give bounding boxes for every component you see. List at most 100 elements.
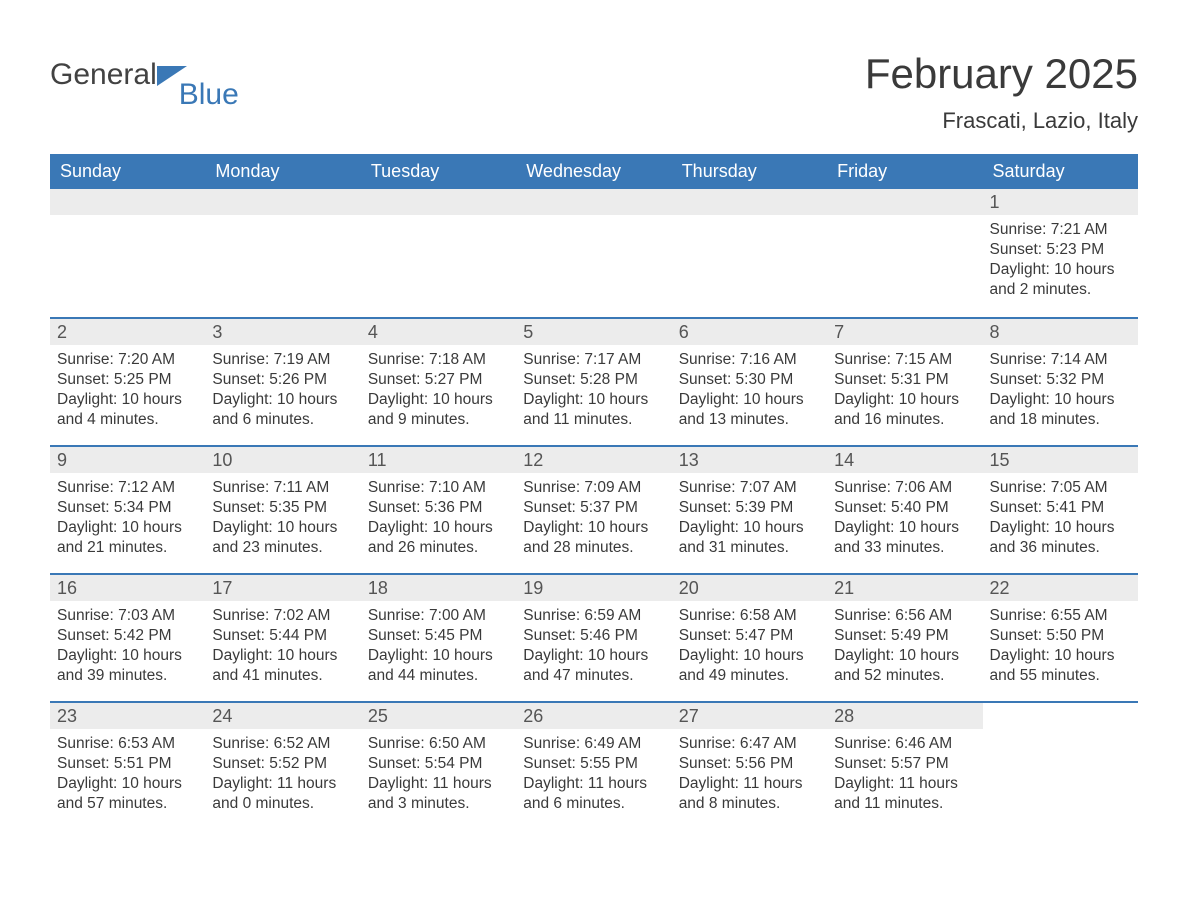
sunrise-line: Sunrise: 6:46 AM [834,734,975,754]
daylight-line: Daylight: 10 hours and 18 minutes. [990,390,1131,430]
sunset-line: Sunset: 5:51 PM [57,754,198,774]
sunrise-line: Sunrise: 6:47 AM [679,734,820,754]
daylight-line: Daylight: 10 hours and 49 minutes. [679,646,820,686]
sunset-line: Sunset: 5:49 PM [834,626,975,646]
sunset-line: Sunset: 5:25 PM [57,370,198,390]
day-cell [672,189,827,317]
title-block: February 2025 Frascati, Lazio, Italy [865,50,1138,134]
day-number: 26 [516,703,671,729]
day-cell: 4Sunrise: 7:18 AMSunset: 5:27 PMDaylight… [361,319,516,445]
day-of-week-header-row: SundayMondayTuesdayWednesdayThursdayFrid… [50,154,1138,189]
daylight-line: Daylight: 10 hours and 36 minutes. [990,518,1131,558]
day-number: 8 [983,319,1138,345]
page-header: General Blue February 2025 Frascati, Laz… [50,50,1138,134]
day-cell: 9Sunrise: 7:12 AMSunset: 5:34 PMDaylight… [50,447,205,573]
day-cell: 12Sunrise: 7:09 AMSunset: 5:37 PMDayligh… [516,447,671,573]
day-details: Sunrise: 7:03 AMSunset: 5:42 PMDaylight:… [50,601,205,694]
day-cell: 17Sunrise: 7:02 AMSunset: 5:44 PMDayligh… [205,575,360,701]
dow-header: Wednesday [516,154,671,189]
week-row: 2Sunrise: 7:20 AMSunset: 5:25 PMDaylight… [50,317,1138,445]
day-cell: 27Sunrise: 6:47 AMSunset: 5:56 PMDayligh… [672,703,827,829]
daylight-line: Daylight: 10 hours and 26 minutes. [368,518,509,558]
sunrise-line: Sunrise: 6:50 AM [368,734,509,754]
sunset-line: Sunset: 5:34 PM [57,498,198,518]
day-cell: 19Sunrise: 6:59 AMSunset: 5:46 PMDayligh… [516,575,671,701]
day-cell [205,189,360,317]
location-subtitle: Frascati, Lazio, Italy [865,108,1138,134]
week-row: 9Sunrise: 7:12 AMSunset: 5:34 PMDaylight… [50,445,1138,573]
daylight-line: Daylight: 11 hours and 3 minutes. [368,774,509,814]
empty-day-header [672,189,827,215]
daylight-line: Daylight: 10 hours and 21 minutes. [57,518,198,558]
dow-header: Sunday [50,154,205,189]
day-details: Sunrise: 7:05 AMSunset: 5:41 PMDaylight:… [983,473,1138,566]
day-number: 1 [983,189,1138,215]
daylight-line: Daylight: 10 hours and 23 minutes. [212,518,353,558]
day-cell: 11Sunrise: 7:10 AMSunset: 5:36 PMDayligh… [361,447,516,573]
dow-header: Tuesday [361,154,516,189]
day-details: Sunrise: 6:56 AMSunset: 5:49 PMDaylight:… [827,601,982,694]
day-number: 5 [516,319,671,345]
sunset-line: Sunset: 5:37 PM [523,498,664,518]
day-number: 16 [50,575,205,601]
calendar-grid: SundayMondayTuesdayWednesdayThursdayFrid… [50,154,1138,829]
sunrise-line: Sunrise: 7:19 AM [212,350,353,370]
sunrise-line: Sunrise: 7:03 AM [57,606,198,626]
daylight-line: Daylight: 10 hours and 39 minutes. [57,646,198,686]
day-details: Sunrise: 7:10 AMSunset: 5:36 PMDaylight:… [361,473,516,566]
daylight-line: Daylight: 10 hours and 57 minutes. [57,774,198,814]
sunset-line: Sunset: 5:44 PM [212,626,353,646]
daylight-line: Daylight: 10 hours and 52 minutes. [834,646,975,686]
day-cell: 2Sunrise: 7:20 AMSunset: 5:25 PMDaylight… [50,319,205,445]
day-number: 12 [516,447,671,473]
day-cell: 14Sunrise: 7:06 AMSunset: 5:40 PMDayligh… [827,447,982,573]
sunset-line: Sunset: 5:39 PM [679,498,820,518]
day-cell: 22Sunrise: 6:55 AMSunset: 5:50 PMDayligh… [983,575,1138,701]
sunset-line: Sunset: 5:46 PM [523,626,664,646]
day-number: 3 [205,319,360,345]
sunrise-line: Sunrise: 6:59 AM [523,606,664,626]
sunset-line: Sunset: 5:45 PM [368,626,509,646]
day-cell [361,189,516,317]
day-details: Sunrise: 7:20 AMSunset: 5:25 PMDaylight:… [50,345,205,438]
sunset-line: Sunset: 5:35 PM [212,498,353,518]
day-cell: 25 Sunrise: 6:50 AMSunset: 5:54 PMDayligh… [361,703,516,829]
sunset-line: Sunset: 5:28 PM [523,370,664,390]
day-details: Sunrise: 7:00 AMSunset: 5:45 PMDaylight:… [361,601,516,694]
daylight-line: Daylight: 10 hours and 31 minutes. [679,518,820,558]
sunrise-line: Sunrise: 7:20 AM [57,350,198,370]
sunrise-line: Sunrise: 7:05 AM [990,478,1131,498]
sunrise-line: Sunrise: 7:06 AM [834,478,975,498]
weeks-container: 1Sunrise: 7:21 AMSunset: 5:23 PMDaylight… [50,189,1138,829]
sunset-line: Sunset: 5:50 PM [990,626,1131,646]
day-number: 2 [50,319,205,345]
dow-header: Friday [827,154,982,189]
sunset-line: Sunset: 5:23 PM [990,240,1131,260]
day-number: 17 [205,575,360,601]
day-details: Sunrise: 7:14 AMSunset: 5:32 PMDaylight:… [983,345,1138,438]
day-cell: 1Sunrise: 7:21 AMSunset: 5:23 PMDaylight… [983,189,1138,317]
day-number: 25 [361,703,516,729]
daylight-line: Daylight: 10 hours and 4 minutes. [57,390,198,430]
day-cell: 8Sunrise: 7:14 AMSunset: 5:32 PMDaylight… [983,319,1138,445]
sunset-line: Sunset: 5:52 PM [212,754,353,774]
daylight-line: Daylight: 10 hours and 6 minutes. [212,390,353,430]
day-number: 19 [516,575,671,601]
day-details: Sunrise: 6:47 AMSunset: 5:56 PMDaylight:… [672,729,827,822]
day-cell [50,189,205,317]
day-details: Sunrise: 6:53 AMSunset: 5:51 PMDaylight:… [50,729,205,822]
sunset-line: Sunset: 5:54 PM [368,754,509,774]
dow-header: Monday [205,154,360,189]
daylight-line: Daylight: 10 hours and 2 minutes. [990,260,1131,300]
daylight-line: Daylight: 10 hours and 41 minutes. [212,646,353,686]
sunset-line: Sunset: 5:55 PM [523,754,664,774]
day-cell: 21Sunrise: 6:56 AMSunset: 5:49 PMDayligh… [827,575,982,701]
day-details: Sunrise: 6:52 AMSunset: 5:52 PMDaylight:… [205,729,360,822]
sunset-line: Sunset: 5:41 PM [990,498,1131,518]
logo-text-general: General [50,58,157,92]
day-details: Sunrise: 7:07 AMSunset: 5:39 PMDaylight:… [672,473,827,566]
sunset-line: Sunset: 5:56 PM [679,754,820,774]
day-number: 11 [361,447,516,473]
daylight-line: Daylight: 11 hours and 6 minutes. [523,774,664,814]
sunset-line: Sunset: 5:57 PM [834,754,975,774]
